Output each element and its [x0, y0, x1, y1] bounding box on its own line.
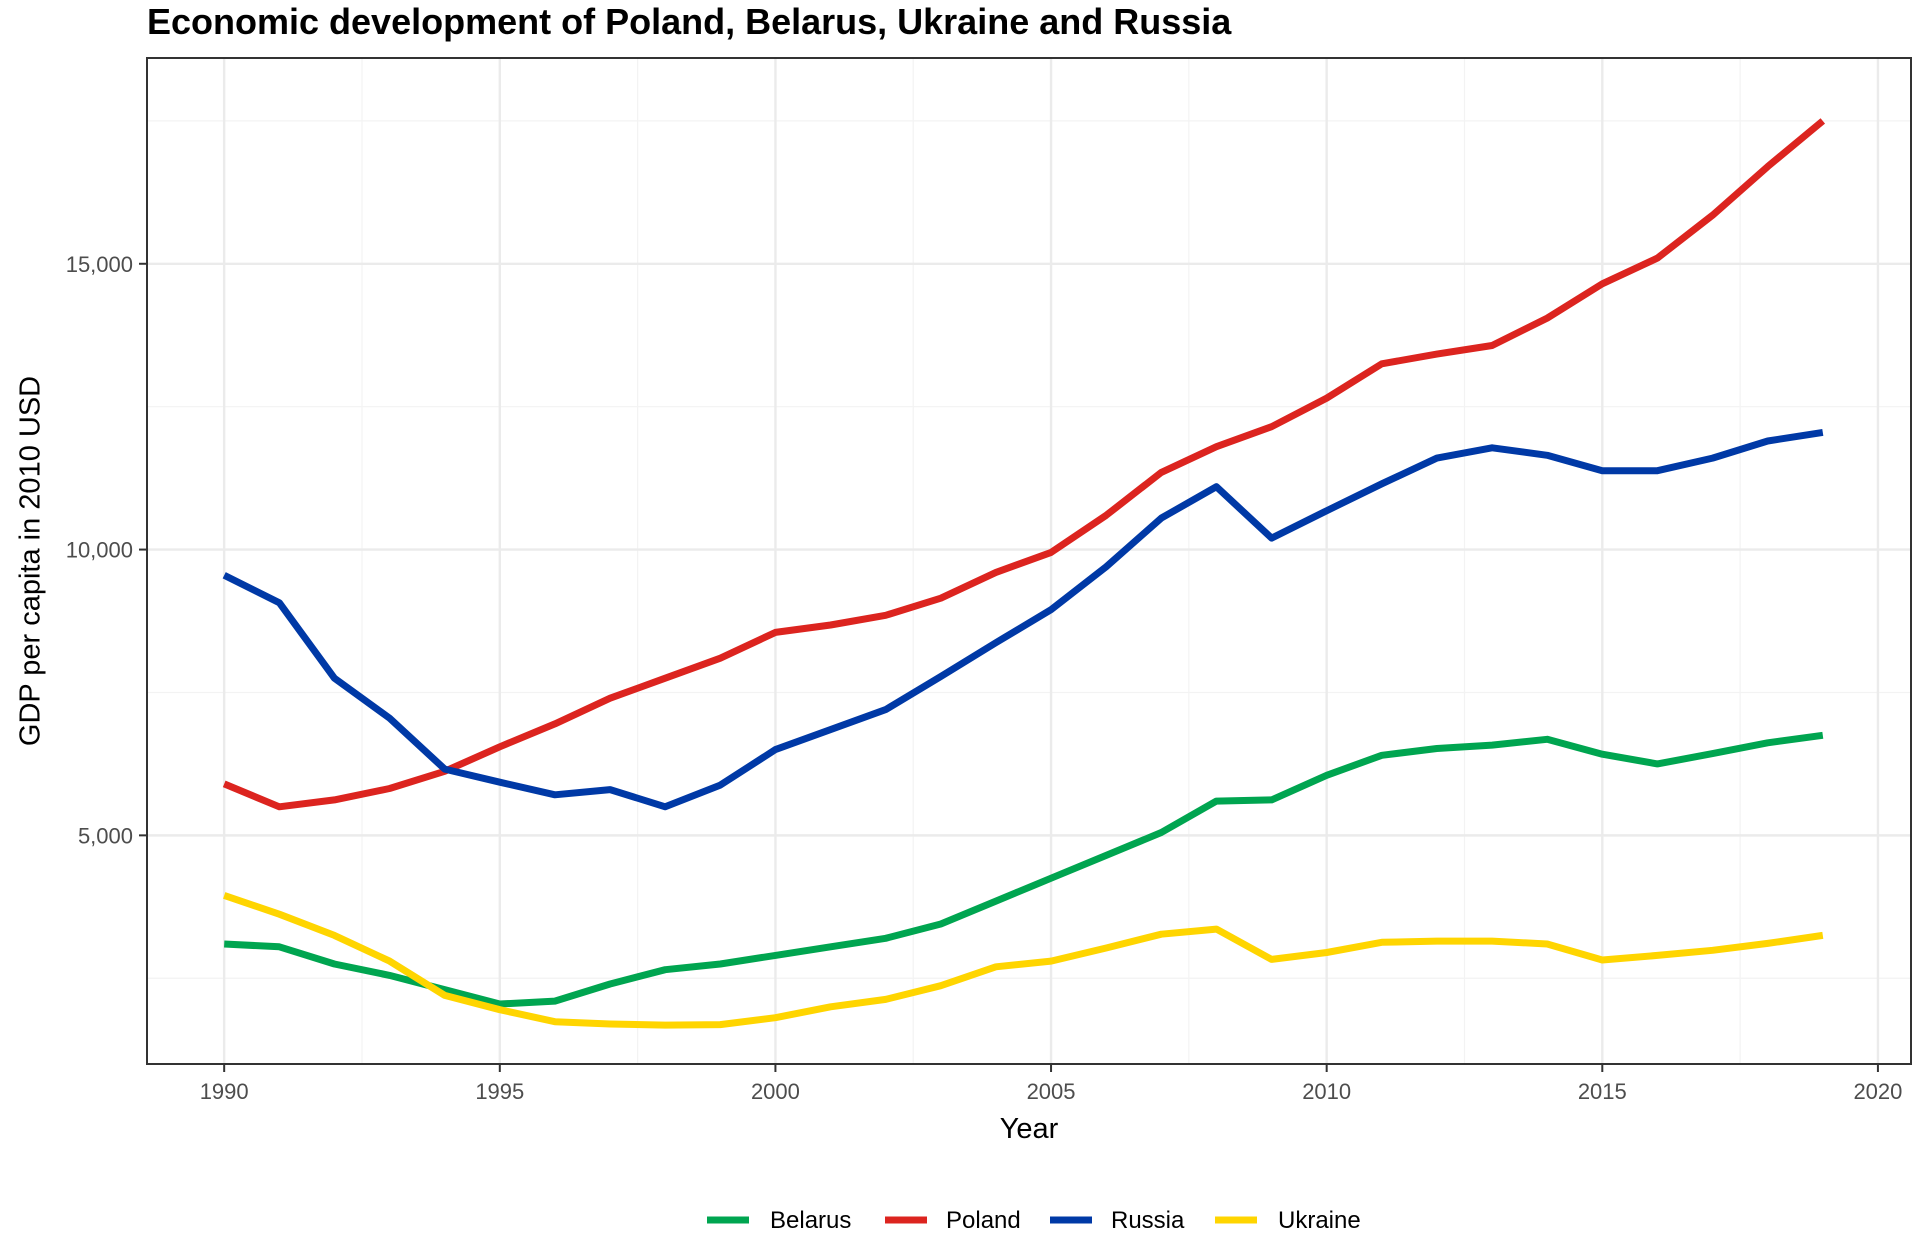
x-tick-label: 1990 [200, 1079, 249, 1104]
series-line-russia [222, 428, 1824, 811]
grid [147, 58, 1911, 1064]
legend-label-belarus: Belarus [770, 1207, 851, 1234]
y-tick-label: 10,000 [66, 538, 133, 563]
x-tick-label: 2015 [1578, 1079, 1627, 1104]
legend-label-ukraine: Ukraine [1278, 1207, 1361, 1234]
series-line-ukraine [223, 892, 1824, 1029]
chart-title: Economic development of Poland, Belarus,… [147, 1, 1232, 42]
legend-label-russia: Russia [1111, 1207, 1185, 1234]
series-line-poland [222, 118, 1826, 811]
series-line-belarus [224, 731, 1824, 1008]
y-tick-label: 15,000 [66, 252, 133, 277]
x-axis-title: Year [1000, 1113, 1059, 1145]
x-tick-label: 2005 [1027, 1079, 1076, 1104]
x-tick-label: 2020 [1853, 1079, 1902, 1104]
x-tick-label: 2010 [1302, 1079, 1351, 1104]
x-tick-label: 1995 [475, 1079, 524, 1104]
plot-panel-border [146, 57, 1912, 1065]
legend-label-poland: Poland [946, 1207, 1021, 1234]
legend: Belarus Poland Russia Ukraine [707, 1207, 1361, 1234]
series-lines [222, 118, 1826, 1029]
x-tick-label: 2000 [751, 1079, 800, 1104]
y-tick-label: 5,000 [78, 823, 133, 848]
y-axis-title: GDP per capita in 2010 USD [15, 376, 47, 746]
axis-ticks: 1990 1995 2000 2005 2010 2015 2020 5,000 10,000 1… [66, 252, 1903, 1104]
